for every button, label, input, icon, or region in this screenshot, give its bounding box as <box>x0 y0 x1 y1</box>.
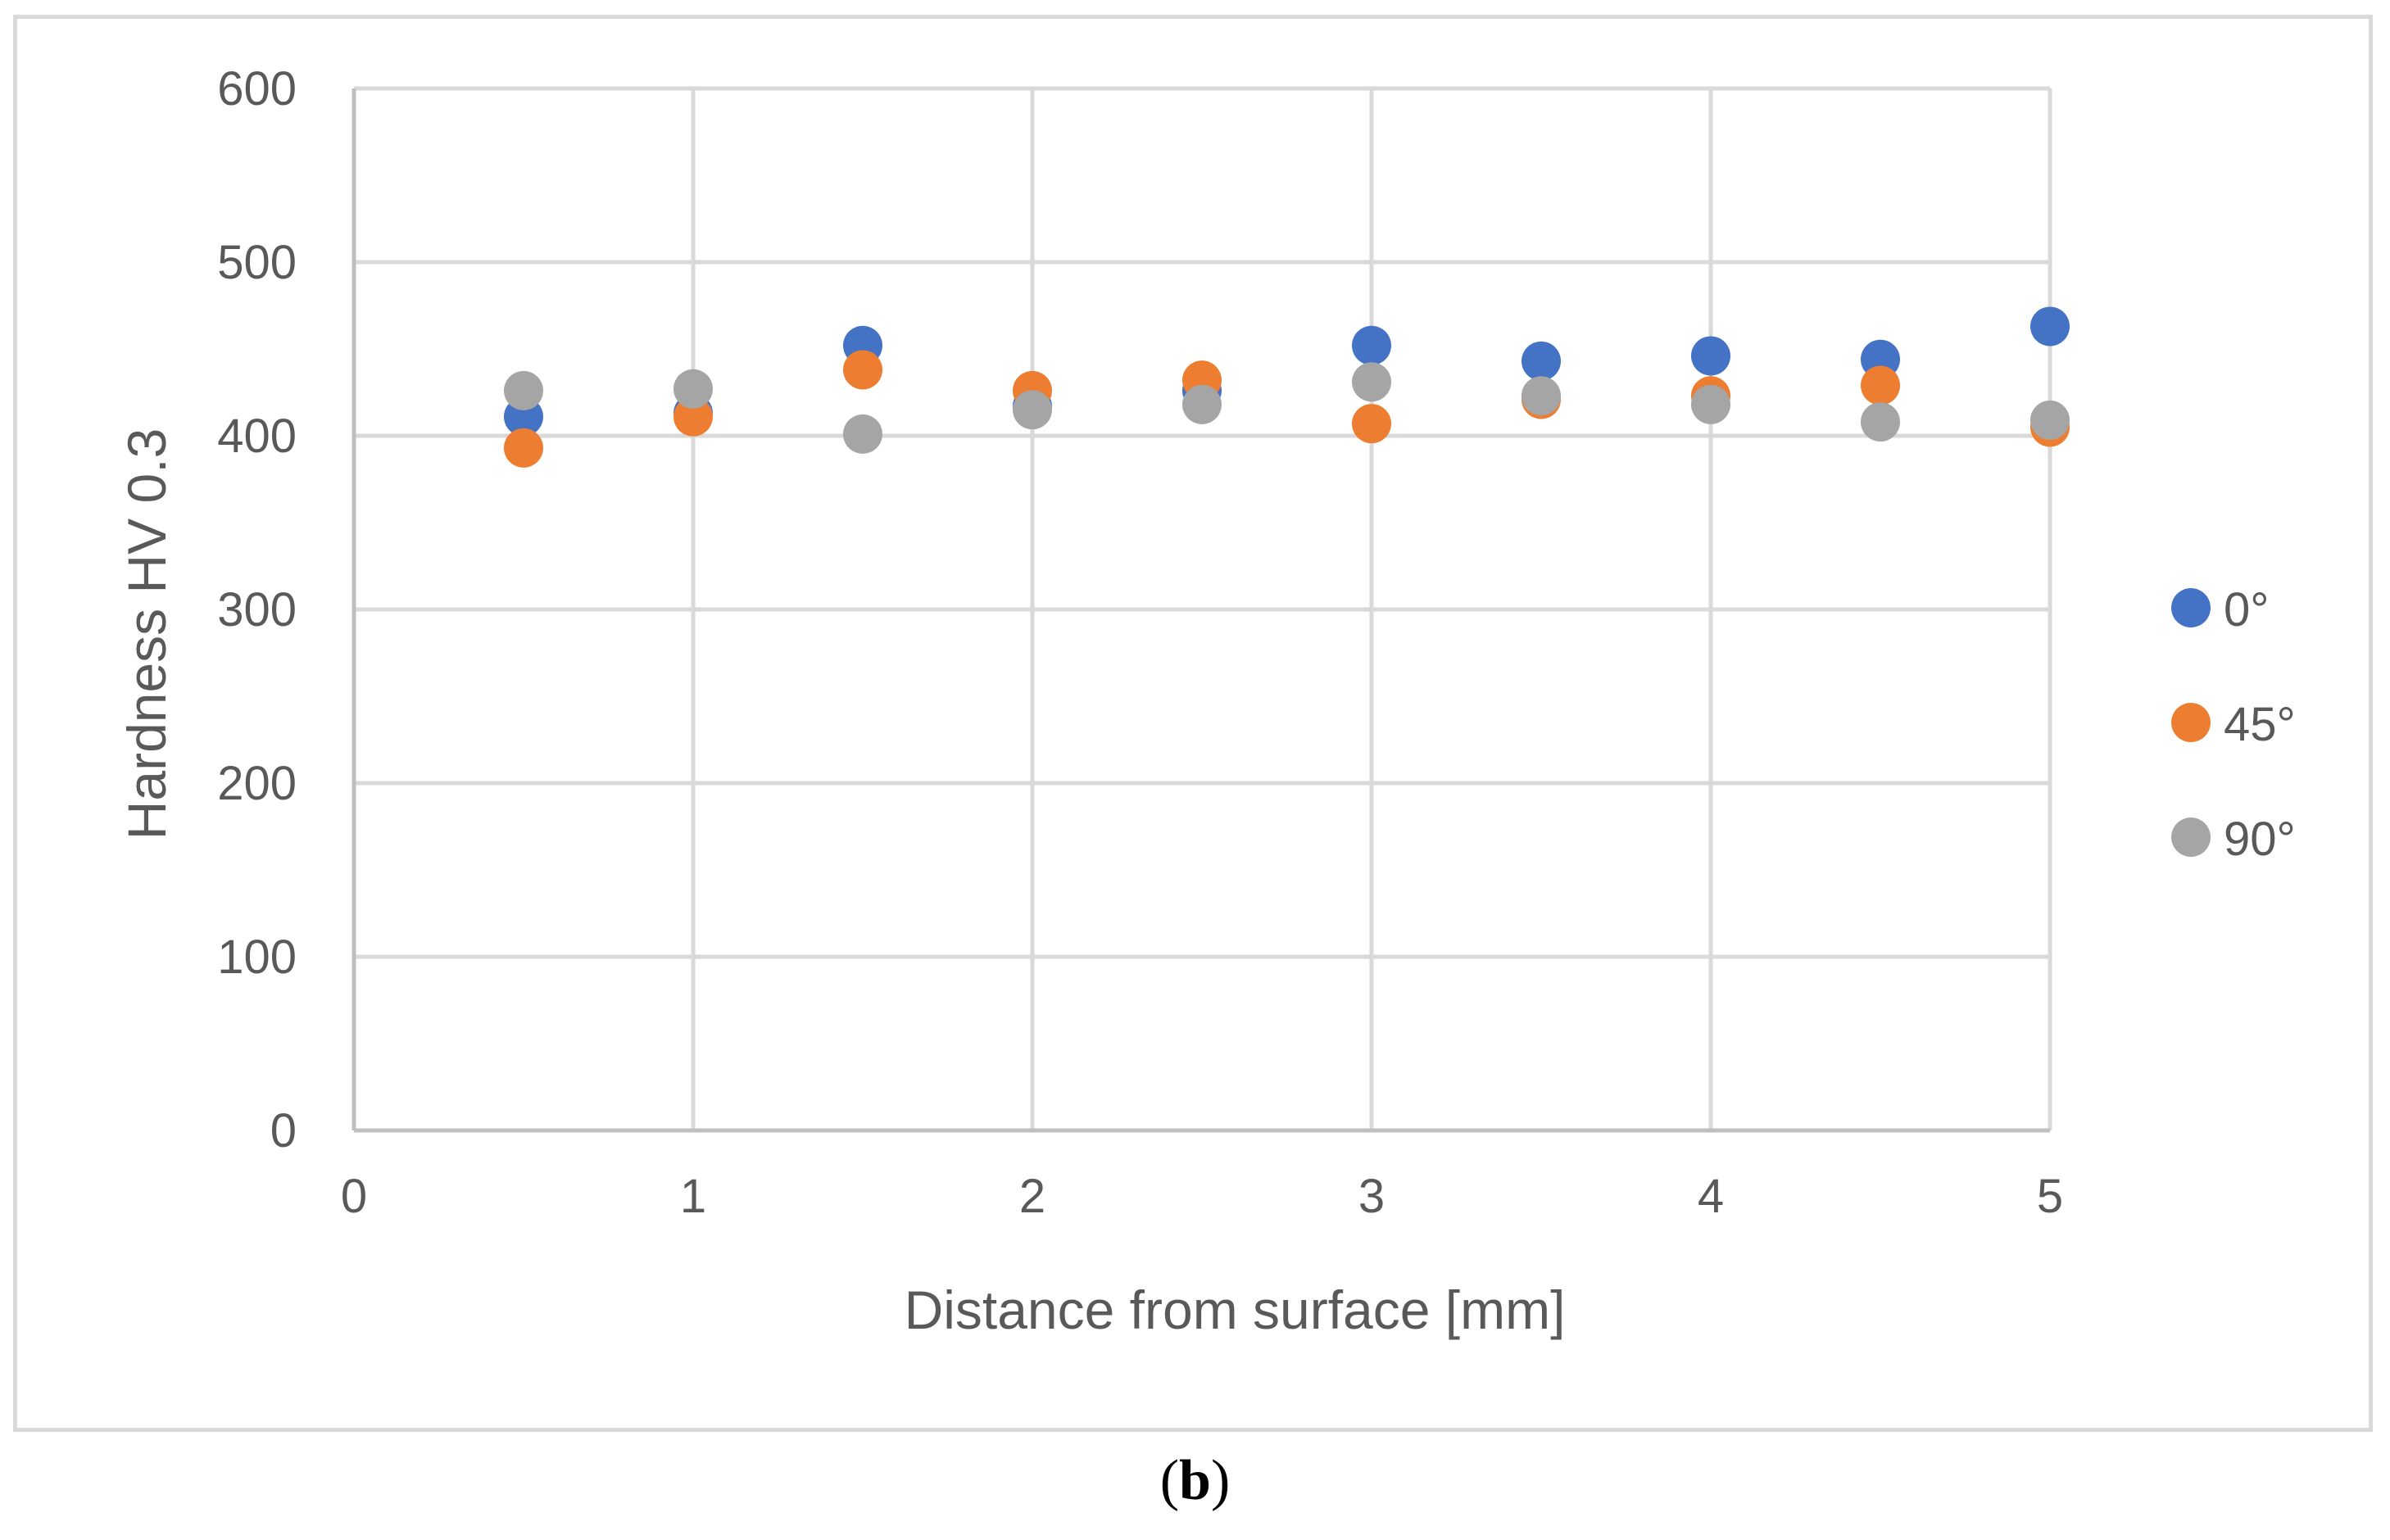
tick-labels: 0 100 200 300 400 500 600 0 1 2 3 4 5 <box>217 62 2063 1223</box>
y-tick-label: 300 <box>217 583 297 636</box>
point-series-45 <box>1352 404 1391 444</box>
legend-label-45: 45° <box>2224 698 2296 751</box>
point-series-90 <box>1013 390 1052 430</box>
point-series-0 <box>1522 341 1561 381</box>
caption-close: ) <box>1210 1449 1231 1512</box>
legend-marker-45 <box>2171 703 2211 742</box>
point-series-45 <box>673 396 713 437</box>
point-series-90 <box>2030 400 2070 440</box>
x-tick-label: 4 <box>1698 1170 1724 1223</box>
chart-frame <box>13 15 2373 1432</box>
point-series-45 <box>504 428 543 468</box>
y-tick-label: 600 <box>217 62 297 116</box>
point-series-90 <box>843 414 882 454</box>
caption-letter: b <box>1179 1449 1211 1512</box>
x-tick-label: 3 <box>1358 1170 1385 1223</box>
point-series-0 <box>1691 336 1730 376</box>
x-tick-label: 5 <box>2037 1170 2063 1223</box>
x-axis-title: Distance from surface [mm] <box>905 1280 1566 1340</box>
data-points <box>504 306 2070 468</box>
grid-lines <box>354 86 2052 1130</box>
y-axis-title: Hardness HV 0.3 <box>116 428 177 840</box>
point-series-90 <box>1691 384 1730 424</box>
point-series-90 <box>1182 384 1222 424</box>
y-tick-label: 100 <box>217 931 297 984</box>
figure-caption: (b) <box>0 1448 2390 1514</box>
point-series-0 <box>2030 306 2070 346</box>
point-series-90 <box>1352 362 1391 402</box>
y-tick-label: 0 <box>270 1104 297 1157</box>
x-tick-label: 0 <box>341 1170 367 1223</box>
x-tick-label: 2 <box>1019 1170 1045 1223</box>
axes <box>351 88 2050 1133</box>
legend-label-90: 90° <box>2224 813 2296 866</box>
y-tick-label: 400 <box>217 410 297 463</box>
legend: 0° 45° 90° <box>2171 583 2296 866</box>
x-tick-label: 1 <box>680 1170 706 1223</box>
point-series-90 <box>1861 402 1900 442</box>
y-tick-label: 200 <box>217 757 297 810</box>
point-series-0 <box>1352 325 1391 365</box>
point-series-90 <box>1522 376 1561 416</box>
point-series-45 <box>1861 365 1900 405</box>
legend-label-0: 0° <box>2224 583 2269 636</box>
point-series-90 <box>504 370 543 410</box>
point-series-45 <box>843 350 882 390</box>
scatter-chart: 0 100 200 300 400 500 600 0 1 2 3 4 5 Distance from … <box>116 62 2296 1340</box>
y-tick-label: 500 <box>217 236 297 289</box>
point-series-90 <box>673 369 713 409</box>
caption-open: ( <box>1159 1449 1180 1512</box>
legend-marker-0 <box>2171 588 2211 627</box>
legend-marker-90 <box>2171 818 2211 857</box>
